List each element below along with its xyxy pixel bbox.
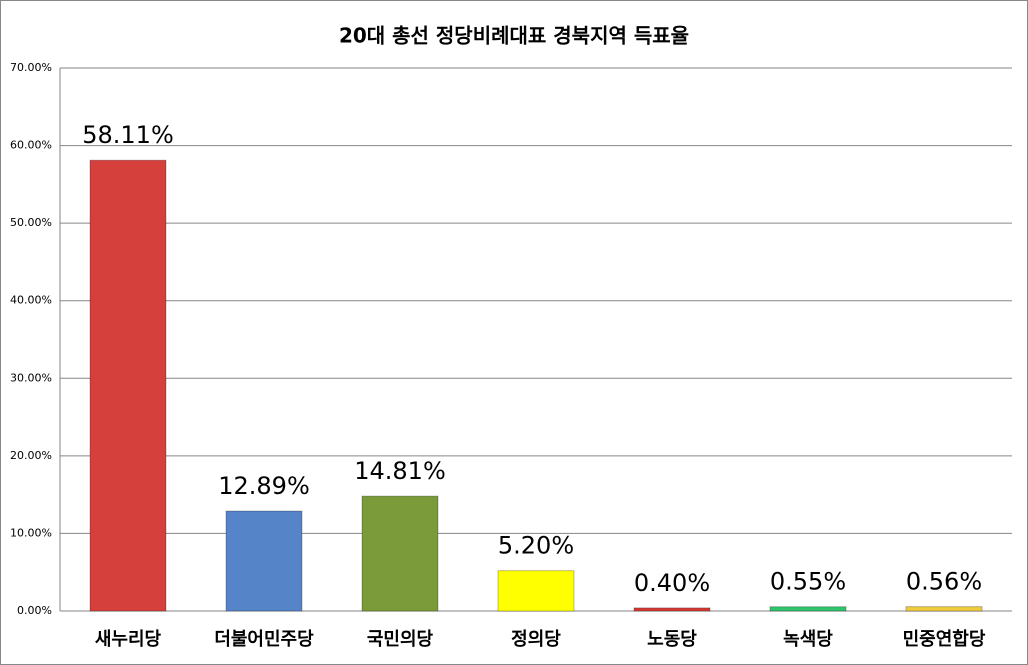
y-tick-label: 60.00%	[10, 139, 52, 152]
chart-title: 20대 총선 정당비례대표 경북지역 득표율	[339, 24, 689, 48]
y-tick-label: 20.00%	[10, 449, 52, 462]
value-label: 0.40%	[634, 569, 710, 597]
y-tick-label: 70.00%	[10, 61, 52, 74]
value-label: 12.89%	[218, 472, 310, 500]
bar	[905, 606, 983, 612]
x-tick-label: 민중연합당	[903, 628, 986, 650]
x-tick-label: 노동당	[647, 629, 697, 650]
value-label: 5.20%	[498, 532, 574, 560]
x-tick-label: 녹색당	[783, 629, 833, 650]
y-tick-label: 50.00%	[10, 216, 52, 229]
x-tick-label: 새누리당	[95, 629, 162, 650]
x-tick-label: 정의당	[511, 629, 561, 650]
y-tick-label: 10.00%	[10, 526, 52, 539]
bar	[89, 159, 167, 612]
bar	[633, 607, 711, 612]
x-tick-label: 더불어민주당	[214, 629, 314, 650]
bar	[361, 495, 439, 612]
bar	[769, 606, 847, 612]
value-label: 14.81%	[354, 457, 446, 485]
value-label: 58.11%	[82, 121, 174, 149]
y-tick-label: 30.00%	[10, 371, 52, 384]
bar	[225, 510, 303, 612]
bar	[497, 570, 575, 612]
value-label: 0.55%	[770, 568, 846, 596]
x-tick-label: 국민의당	[367, 629, 434, 650]
value-label: 0.56%	[906, 568, 982, 596]
y-tick-label: 40.00%	[10, 294, 52, 307]
y-tick-label: 0.00%	[17, 604, 52, 617]
